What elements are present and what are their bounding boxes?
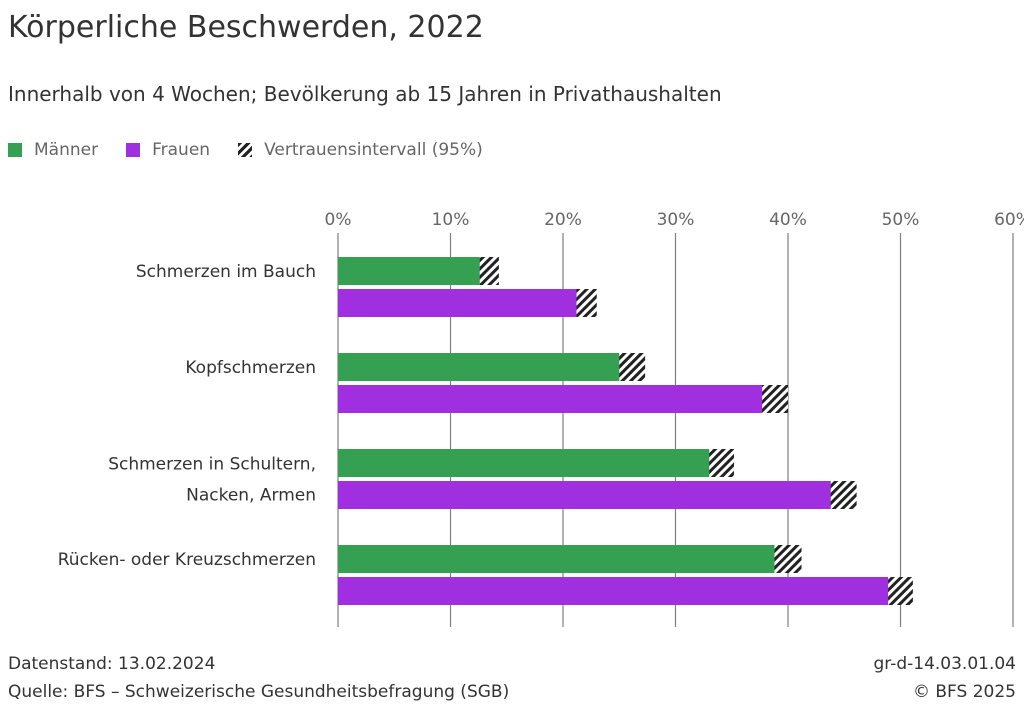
- category-label: Schmerzen in Schultern,: [108, 455, 316, 475]
- bar-women[interactable]: [338, 577, 901, 605]
- x-tick-label: 0%: [325, 210, 352, 230]
- confidence-interval: [709, 449, 734, 477]
- bar-chart: 0% 10% 20% 30% 40% 50% 60% Schmerzen im Bauch Ko…: [58, 210, 1024, 627]
- bar-women[interactable]: [338, 385, 776, 413]
- confidence-interval: [830, 481, 857, 509]
- legend: Männer Frauen Vertrauensintervall (95%): [8, 138, 511, 162]
- category-label: Schmerzen im Bauch: [136, 262, 316, 282]
- footer-code: gr-d-14.03.01.04: [873, 654, 1017, 674]
- x-tick-label: 40%: [769, 210, 807, 230]
- confidence-interval: [774, 545, 802, 573]
- confidence-interval: [762, 385, 788, 413]
- bar-women[interactable]: [338, 481, 845, 509]
- x-tick-label: 30%: [657, 210, 695, 230]
- chart-title: Körperliche Beschwerden, 2022: [8, 10, 484, 45]
- legend-item-men[interactable]: Männer: [8, 140, 98, 160]
- x-tick-label: 50%: [882, 210, 920, 230]
- legend-label-ci: Vertrauensintervall (95%): [264, 140, 483, 160]
- category-label: Rücken- oder Kreuzschmerzen: [58, 550, 316, 570]
- confidence-interval: [619, 353, 646, 381]
- confidence-interval: [479, 257, 499, 285]
- legend-item-ci[interactable]: Vertrauensintervall (95%): [238, 140, 483, 160]
- footer-datenstand: Datenstand: 13.02.2024: [8, 654, 216, 674]
- category-label: Kopfschmerzen: [185, 358, 316, 378]
- legend-swatch-men: [8, 143, 22, 157]
- x-tick-label: 20%: [544, 210, 582, 230]
- confidence-interval: [576, 289, 597, 317]
- legend-swatch-ci: [238, 143, 253, 157]
- footer-copyright: © BFS 2025: [912, 682, 1016, 702]
- chart-subtitle: Innerhalb von 4 Wochen; Bevölkerung ab 1…: [8, 82, 722, 106]
- footer-left: Datenstand: 13.02.2024 Quelle: BFS – Sch…: [8, 650, 509, 706]
- legend-item-women[interactable]: Frauen: [126, 140, 210, 160]
- legend-label-men: Männer: [34, 140, 99, 160]
- bar-men[interactable]: [338, 353, 633, 381]
- footer-quelle: Quelle: BFS – Schweizerische Gesundheits…: [8, 682, 510, 702]
- bar-men[interactable]: [338, 545, 788, 573]
- x-tick-label: 10%: [432, 210, 470, 230]
- bar-men[interactable]: [338, 449, 721, 477]
- legend-label-women: Frauen: [152, 140, 211, 160]
- bar-women[interactable]: [338, 289, 587, 317]
- x-tick-label: 60%: [994, 210, 1024, 230]
- confidence-interval: [888, 577, 913, 605]
- footer-right: gr-d-14.03.01.04 © BFS 2025: [874, 650, 1017, 706]
- category-label: Nacken, Armen: [186, 486, 316, 506]
- legend-swatch-women: [126, 143, 141, 157]
- bar-men[interactable]: [338, 257, 490, 285]
